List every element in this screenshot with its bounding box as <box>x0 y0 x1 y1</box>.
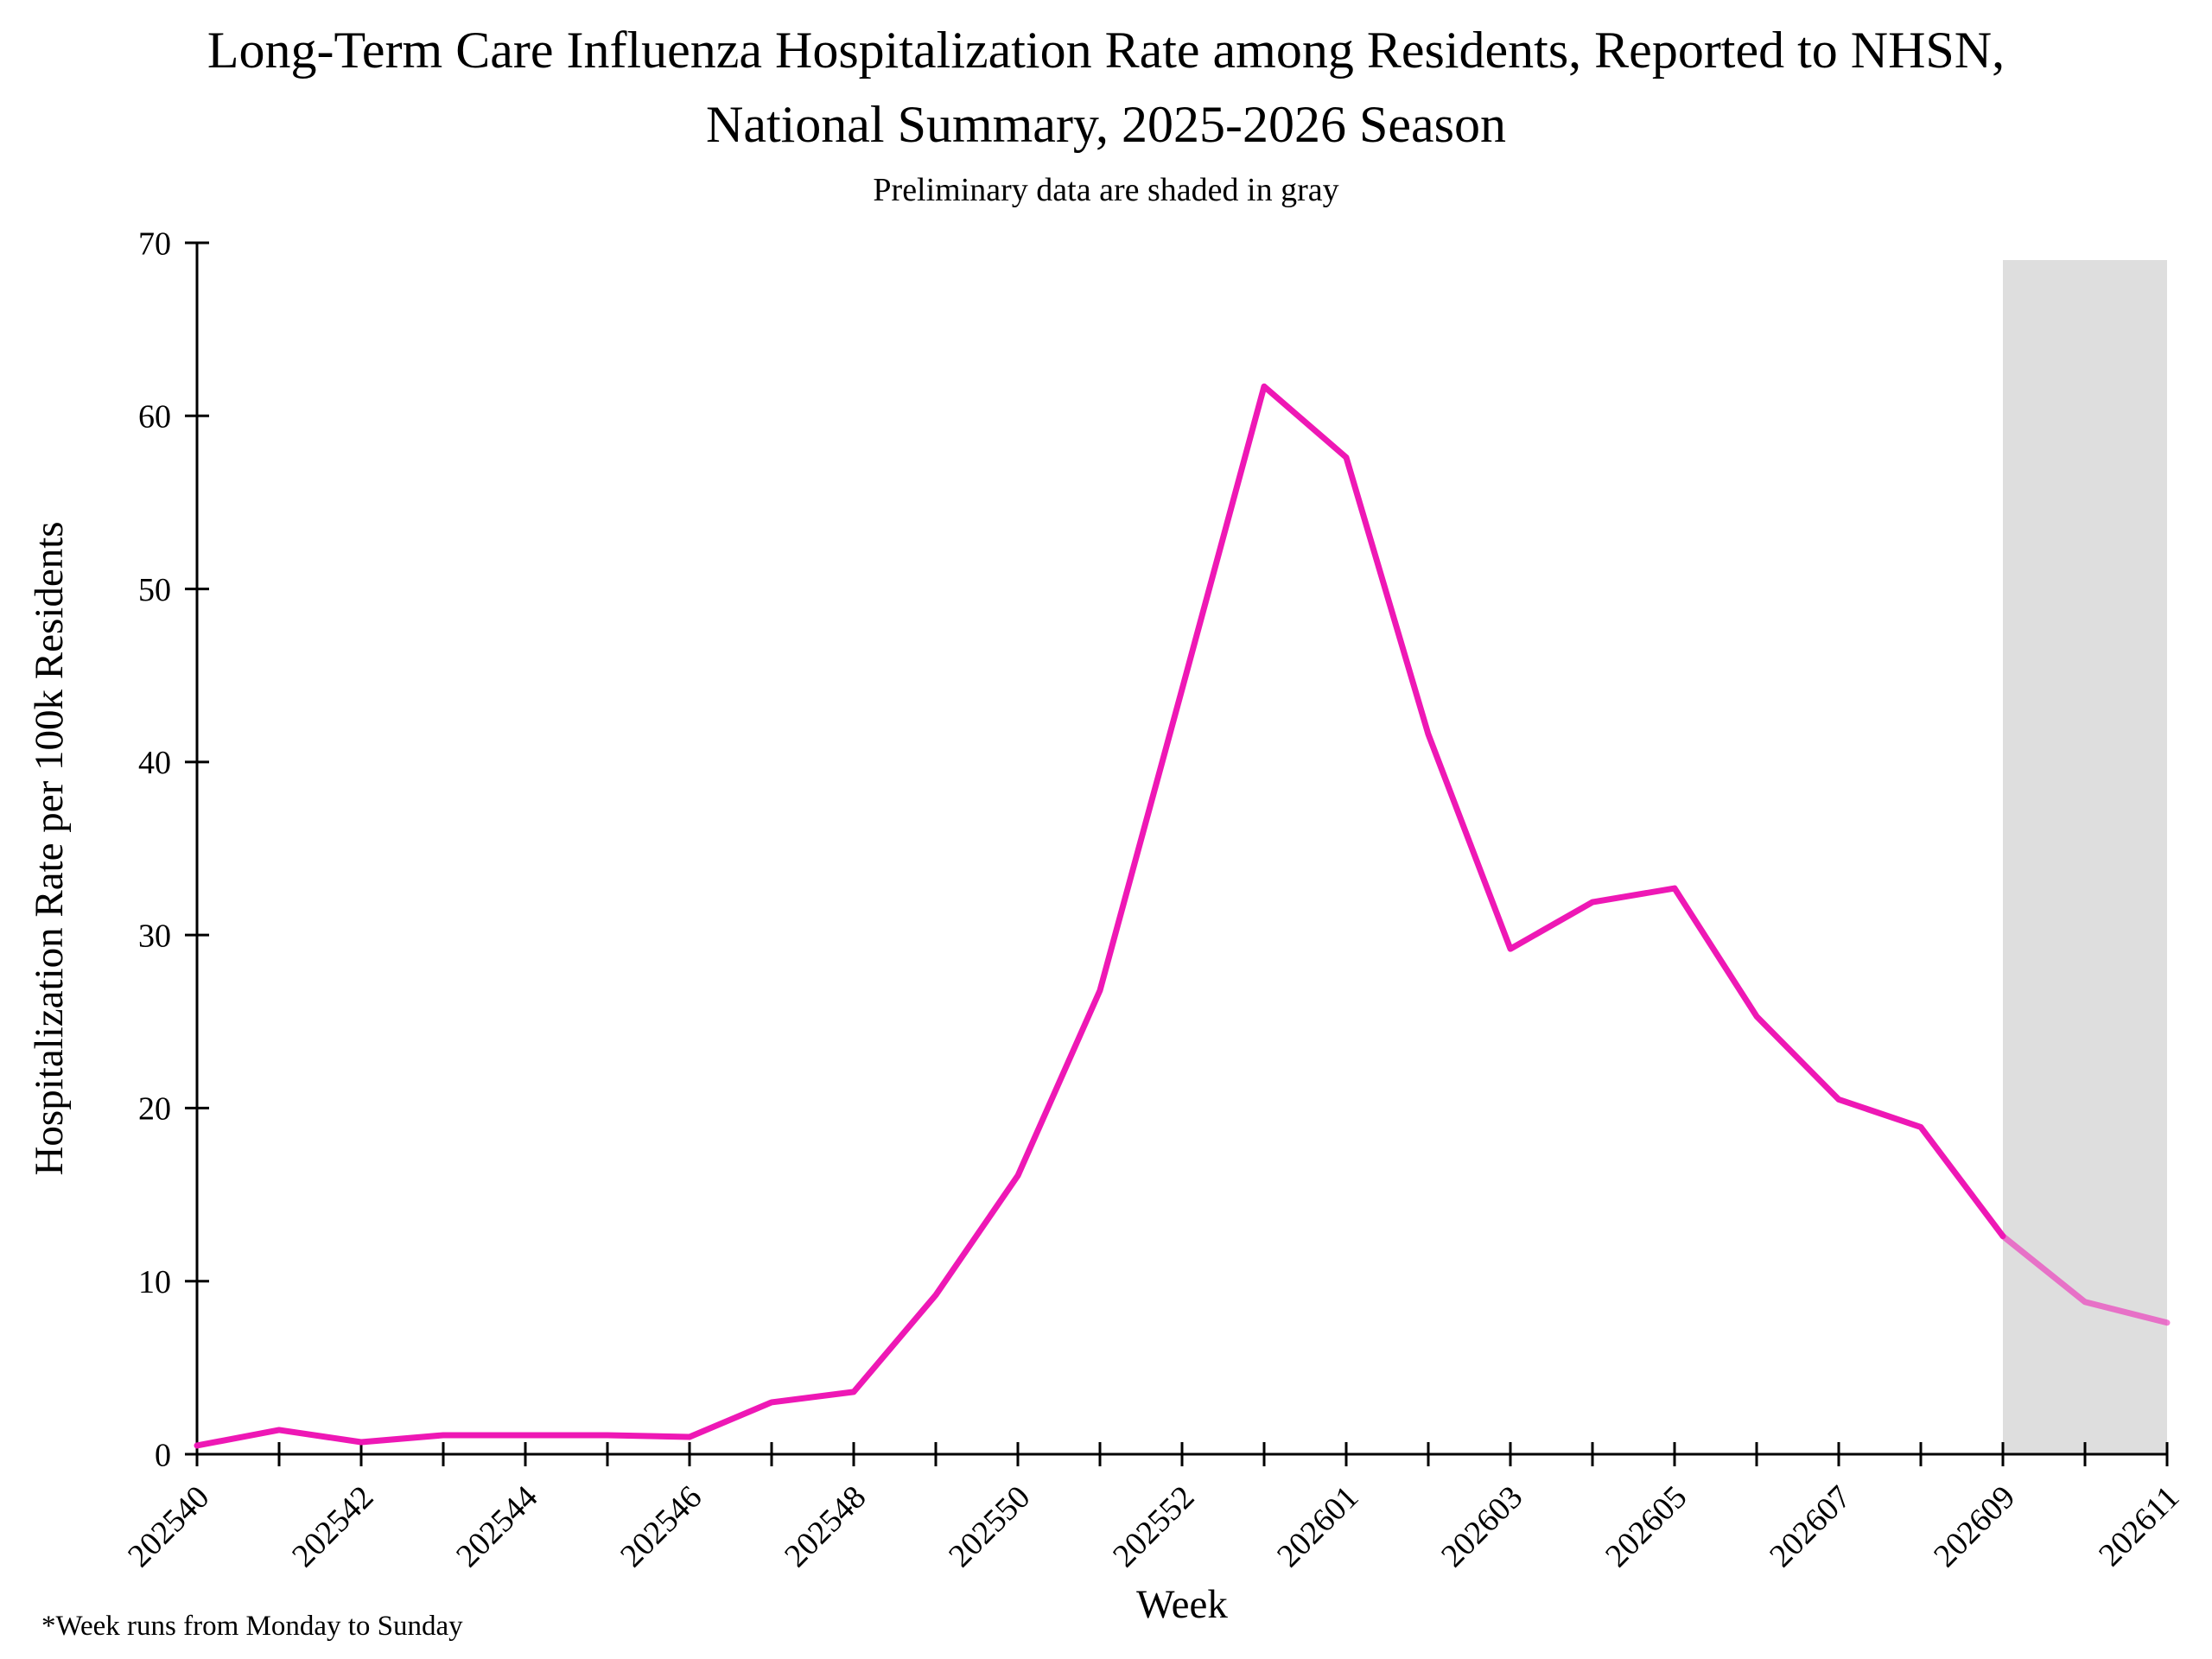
tick-layer <box>185 241 2169 1466</box>
x-tick-label: 202550 <box>942 1479 1037 1574</box>
preliminary-band-layer <box>2003 260 2167 1454</box>
y-tick-label: 20 <box>138 1091 171 1128</box>
y-tick-label: 0 <box>155 1437 171 1473</box>
chart-subtitle: Preliminary data are shaded in gray <box>873 172 1339 208</box>
x-tick-label: 202544 <box>449 1479 544 1574</box>
y-tick-label: 70 <box>138 226 171 262</box>
x-tick-label: 202603 <box>1434 1479 1529 1574</box>
x-tick-label: 202548 <box>778 1479 873 1574</box>
x-tick-label: 202542 <box>285 1479 380 1574</box>
x-tick-label: 202609 <box>1927 1479 2022 1574</box>
x-tick-label: 202546 <box>613 1479 709 1574</box>
y-tick-label: 10 <box>138 1264 171 1300</box>
data-line <box>194 383 2006 1449</box>
x-tick-label: 202605 <box>1599 1479 1694 1574</box>
x-tick-label: 202611 <box>2092 1479 2186 1573</box>
y-tick-label: 50 <box>138 572 171 608</box>
data-line-layer <box>194 383 2171 1449</box>
chart-title-line-1: Long-Term Care Influenza Hospitalization… <box>207 22 2005 79</box>
chart-footnote: *Week runs from Monday to Sunday <box>41 1611 463 1642</box>
x-tick-label: 202552 <box>1106 1479 1201 1574</box>
x-tick-label: 202601 <box>1270 1479 1365 1574</box>
tick-label-layer: 0 10 20 30 40 50 60 70 202540 202542 202544 202546 2… <box>121 226 2186 1574</box>
y-tick-label: 30 <box>138 918 171 954</box>
x-tick-label: 202540 <box>121 1479 216 1574</box>
y-tick-label: 40 <box>138 745 171 781</box>
y-axis-title: Hospitalization Rate per 100k Residents <box>27 521 72 1175</box>
y-tick-label: 60 <box>138 399 171 435</box>
preliminary-band <box>2003 260 2167 1454</box>
preliminary-data-line <box>1999 1233 2171 1326</box>
chart-title-line-2: National Summary, 2025-2026 Season <box>706 96 1506 153</box>
x-axis-title: Week <box>1136 1582 1228 1627</box>
axis-layer <box>195 243 2167 1456</box>
x-tick-label: 202607 <box>1763 1479 1858 1574</box>
